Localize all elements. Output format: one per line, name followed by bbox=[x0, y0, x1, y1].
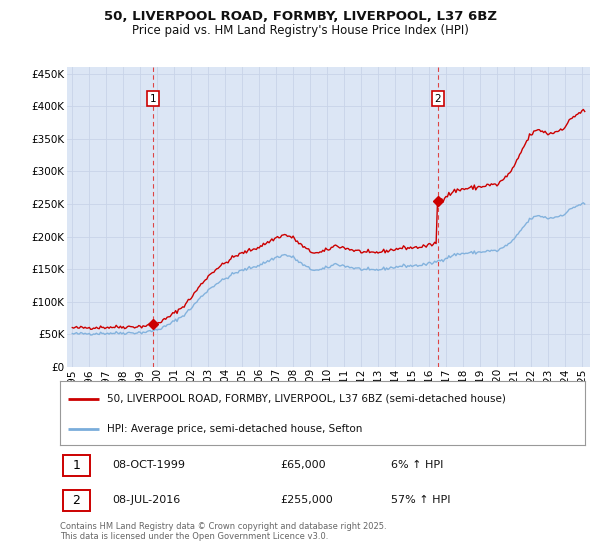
Text: 57% ↑ HPI: 57% ↑ HPI bbox=[391, 495, 450, 505]
Text: 6% ↑ HPI: 6% ↑ HPI bbox=[391, 460, 443, 470]
Text: 2: 2 bbox=[434, 94, 441, 104]
Text: 08-OCT-1999: 08-OCT-1999 bbox=[113, 460, 185, 470]
Text: 1: 1 bbox=[73, 459, 80, 472]
Text: 50, LIVERPOOL ROAD, FORMBY, LIVERPOOL, L37 6BZ (semi-detached house): 50, LIVERPOOL ROAD, FORMBY, LIVERPOOL, L… bbox=[107, 394, 506, 404]
Text: £65,000: £65,000 bbox=[281, 460, 326, 470]
Text: 50, LIVERPOOL ROAD, FORMBY, LIVERPOOL, L37 6BZ: 50, LIVERPOOL ROAD, FORMBY, LIVERPOOL, L… bbox=[104, 10, 497, 23]
FancyBboxPatch shape bbox=[62, 489, 90, 511]
Text: HPI: Average price, semi-detached house, Sefton: HPI: Average price, semi-detached house,… bbox=[107, 424, 362, 434]
FancyBboxPatch shape bbox=[62, 455, 90, 476]
Text: 08-JUL-2016: 08-JUL-2016 bbox=[113, 495, 181, 505]
Text: 2: 2 bbox=[73, 493, 80, 507]
Text: Price paid vs. HM Land Registry's House Price Index (HPI): Price paid vs. HM Land Registry's House … bbox=[131, 24, 469, 36]
Text: £255,000: £255,000 bbox=[281, 495, 333, 505]
Text: Contains HM Land Registry data © Crown copyright and database right 2025.
This d: Contains HM Land Registry data © Crown c… bbox=[60, 522, 386, 542]
Text: 1: 1 bbox=[150, 94, 157, 104]
